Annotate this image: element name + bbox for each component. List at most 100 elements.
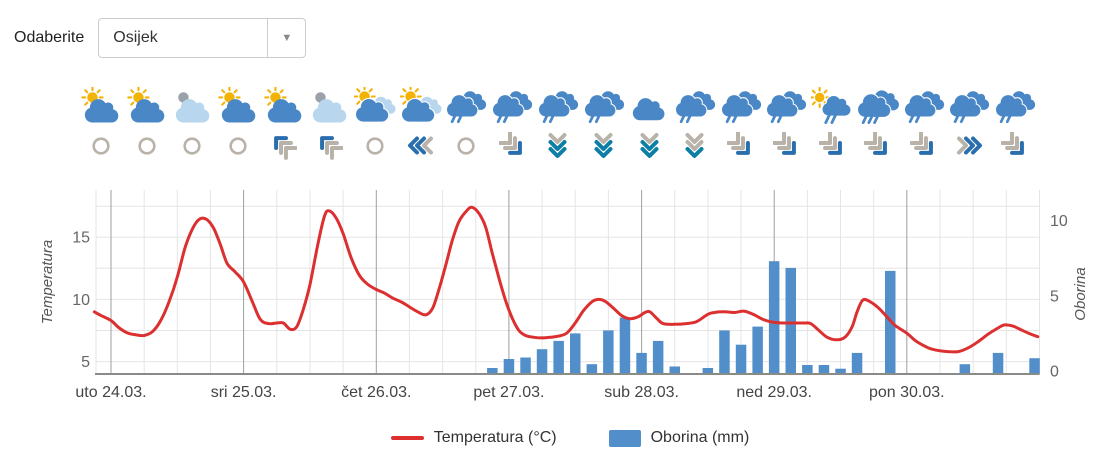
wind-arrow-nw-icon	[307, 130, 353, 162]
wind-arrow-w-icon	[398, 130, 444, 162]
weather-icon-rain	[581, 84, 627, 128]
weather-icon-rain	[764, 84, 810, 128]
y-right-tick: 10	[1050, 213, 1068, 230]
precipitation-bar	[736, 345, 747, 374]
y-right-tick: 5	[1050, 288, 1059, 305]
weather-icon-rain	[946, 84, 992, 128]
wind-calm-icon	[169, 130, 215, 162]
y-left-axis-title: Temperatura	[39, 240, 56, 325]
precipitation-bar	[653, 341, 664, 374]
legend-label-temperature: Temperatura (°C)	[434, 429, 557, 447]
precipitation-bar	[993, 353, 1004, 374]
x-axis-day-label: pon 30.03.	[869, 384, 945, 401]
precipitation-bar	[885, 271, 896, 374]
y-left-tick: 15	[72, 230, 90, 247]
location-select-value: Osijek	[99, 29, 157, 47]
x-axis-day-label: sub 28.03.	[604, 384, 679, 401]
legend-item-precipitation[interactable]: Oborina (mm)	[609, 429, 750, 447]
weather-icon-rain	[901, 84, 947, 128]
x-axis-day-label: ned 29.03.	[736, 384, 812, 401]
precipitation-bar	[835, 369, 846, 374]
precipitation-bar	[670, 367, 681, 375]
wind-arrow-se-icon	[489, 130, 535, 162]
x-axis-day-label: pet 27.03.	[473, 384, 544, 401]
precipitation-bar	[537, 349, 548, 374]
precipitation-bar	[620, 318, 631, 374]
temperature-line	[94, 207, 1037, 352]
y-left-tick: 5	[81, 354, 90, 371]
weather-icon-gray-sun-cloud	[169, 84, 215, 128]
x-axis-day-label: čet 26.03.	[341, 384, 411, 401]
precipitation-bar	[786, 268, 797, 374]
precipitation-bar	[636, 353, 647, 374]
wind-arrow-se-icon	[718, 130, 764, 162]
chevron-down-icon: ▼	[267, 19, 305, 57]
weather-icon-rain-heavy	[855, 84, 901, 128]
weather-icon-rain	[992, 84, 1038, 128]
weather-icon-cloud	[626, 84, 672, 128]
precipitation-bar	[719, 330, 730, 374]
wind-arrow-s-icon	[535, 130, 581, 162]
y-right-tick: 0	[1050, 364, 1059, 381]
weather-icon-gray-sun-cloud	[307, 84, 353, 128]
wind-calm-icon	[444, 130, 490, 162]
chart-legend: Temperatura (°C) Oborina (mm)	[0, 429, 1114, 447]
wind-calm-icon	[215, 130, 261, 162]
weather-icon-sun-two-clouds	[398, 84, 444, 128]
wind-arrow-se-icon	[764, 130, 810, 162]
precipitation-bar	[504, 359, 515, 374]
precipitation-bar	[960, 364, 971, 374]
precipitation-bar	[1029, 358, 1040, 374]
wind-arrow-se-icon	[809, 130, 855, 162]
precipitation-bar	[752, 327, 763, 374]
y-left-tick: 10	[72, 292, 90, 309]
wind-arrow-e-icon	[946, 130, 992, 162]
precipitation-bar	[587, 364, 598, 374]
wind-calm-icon	[78, 130, 124, 162]
precipitation-bar	[819, 365, 830, 374]
precipitation-bar	[553, 341, 564, 374]
precipitation-bar	[703, 368, 714, 374]
wind-arrow-se-icon	[992, 130, 1038, 162]
weather-icon-sun-cloud	[78, 84, 124, 128]
weather-icon-rain	[672, 84, 718, 128]
legend-item-temperature[interactable]: Temperatura (°C)	[391, 429, 557, 447]
weather-icon-sun-rain	[809, 84, 855, 128]
weather-icon-row	[78, 84, 1038, 128]
location-select[interactable]: Osijek ▼	[98, 18, 306, 58]
weather-icon-rain	[489, 84, 535, 128]
precipitation-bar	[603, 330, 614, 374]
wind-arrow-nw-icon	[261, 130, 307, 162]
wind-arrow-s-icon	[626, 130, 672, 162]
precipitation-bar	[802, 365, 813, 374]
precipitation-bar	[769, 261, 780, 374]
weather-icon-sun-cloud	[261, 84, 307, 128]
y-right-axis-title: Oborina	[1072, 267, 1089, 320]
weather-forecast-page: Odaberite Osijek ▼ 5 10 15 0 5 10 uto 24.03. sr…	[0, 0, 1114, 476]
weather-icon-rain	[535, 84, 581, 128]
weather-icon-sun-two-clouds	[352, 84, 398, 128]
wind-arrow-s-icon	[672, 130, 718, 162]
legend-label-precipitation: Oborina (mm)	[651, 429, 750, 447]
wind-arrow-s-icon	[581, 130, 627, 162]
wind-arrow-se-icon	[901, 130, 947, 162]
weather-icon-sun-cloud	[124, 84, 170, 128]
wind-calm-icon	[124, 130, 170, 162]
temperature-line-swatch	[391, 436, 424, 440]
precipitation-bar	[570, 333, 581, 374]
weather-icon-sun-cloud	[215, 84, 261, 128]
x-axis-day-label: uto 24.03.	[75, 384, 146, 401]
wind-arrow-se-icon	[855, 130, 901, 162]
precipitation-bar	[852, 353, 863, 374]
wind-calm-icon	[352, 130, 398, 162]
wind-icon-row	[78, 130, 1038, 162]
precipitation-bar	[520, 358, 531, 375]
weather-icon-rain	[718, 84, 764, 128]
forecast-chart: 5 10 15 0 5 10 uto 24.03. sri 25.03. čet 26.03. p…	[0, 0, 1114, 476]
weather-icon-rain	[444, 84, 490, 128]
x-axis-day-label: sri 25.03.	[211, 384, 277, 401]
precipitation-bar-swatch	[609, 430, 641, 447]
location-selector-row: Odaberite Osijek ▼	[14, 18, 306, 58]
location-label: Odaberite	[14, 29, 84, 47]
precipitation-bar	[487, 368, 498, 374]
